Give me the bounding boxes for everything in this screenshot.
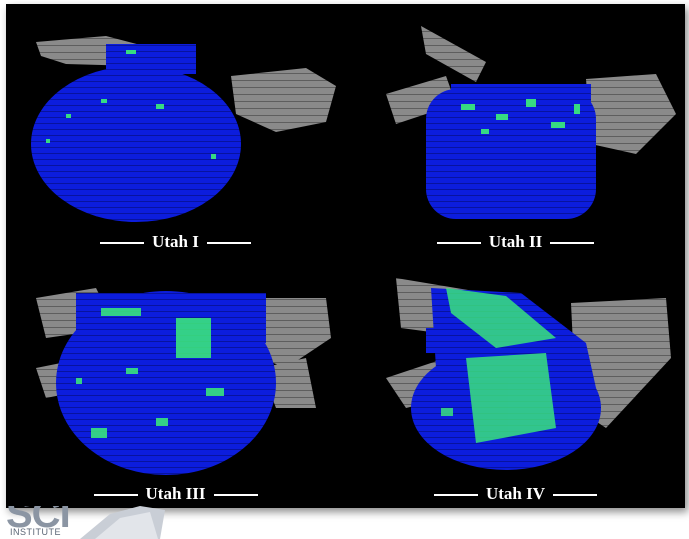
caption-text: Utah III [145, 484, 206, 503]
logo-subtext: INSTITUTE [10, 527, 61, 537]
caption-text: Utah I [152, 232, 199, 251]
logo-swoosh-icon [80, 506, 165, 539]
render-image-utah-4 [386, 278, 671, 470]
render-image-utah-2 [386, 26, 676, 219]
render-image-utah-3 [36, 288, 331, 475]
caption-utah-4: Utah IV [346, 484, 685, 504]
caption-rule-left [93, 494, 138, 496]
caption-rule-left [436, 242, 481, 244]
sci-institute-logo: SCI INSTITUTE [0, 506, 170, 539]
render-utah-1: Utah I [6, 4, 345, 256]
logo-wordmark: SCI [6, 506, 71, 536]
render-image-utah-1 [31, 36, 336, 222]
caption-rule-right [213, 494, 258, 496]
render-utah-3: Utah III [6, 258, 345, 510]
caption-utah-3: Utah III [6, 484, 345, 504]
caption-rule-left [433, 494, 478, 496]
caption-rule-right [206, 242, 251, 244]
caption-text: Utah IV [485, 484, 546, 503]
caption-utah-2: Utah II [346, 232, 685, 252]
caption-rule-right [553, 494, 598, 496]
caption-utah-1: Utah I [6, 232, 345, 252]
caption-rule-left [100, 242, 145, 244]
render-utah-4: Utah IV [346, 258, 685, 510]
render-utah-2: Utah II [346, 4, 685, 256]
figure-panel: Utah I Utah II [6, 4, 685, 508]
caption-text: Utah II [488, 232, 543, 251]
caption-rule-right [550, 242, 595, 244]
